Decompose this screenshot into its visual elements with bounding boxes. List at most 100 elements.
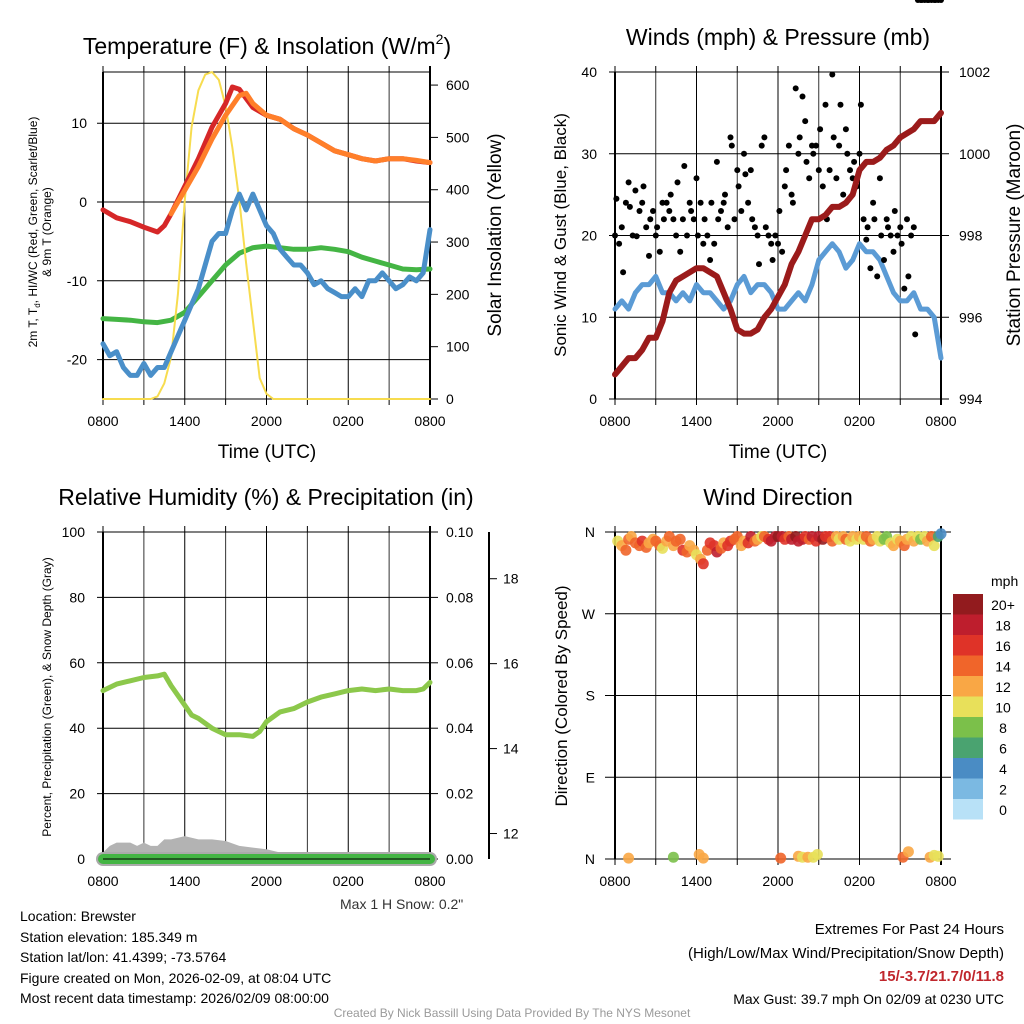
gust-point	[795, 150, 802, 157]
legend-label: 20+	[991, 597, 1015, 613]
dir-y-tick-label: N	[585, 524, 595, 540]
dir-x-tick-label: 0800	[925, 873, 956, 889]
gust-point	[815, 167, 822, 174]
gust-point	[851, 158, 858, 165]
legend-swatch	[953, 594, 983, 615]
gust-point	[728, 142, 735, 149]
gust-point	[769, 257, 776, 263]
gust-point	[887, 232, 894, 239]
gust-point	[779, 248, 786, 255]
wind-direction-point	[697, 852, 709, 864]
wind-y-tick-label: 10	[581, 309, 597, 325]
dir-x-tick-label: 0200	[844, 873, 875, 889]
wind-x-tick-label: 0200	[844, 413, 875, 429]
extremes-title: Extremes For Past 24 Hours	[814, 921, 1004, 938]
wind-direction-point	[928, 540, 940, 552]
gust-point	[612, 232, 618, 239]
legend-label: 6	[999, 741, 1007, 757]
gust-point	[813, 142, 819, 149]
temp-y-tick-label: 0	[79, 194, 87, 210]
gust-point	[707, 257, 714, 263]
snow-depth-axis-label: 12	[503, 826, 519, 842]
rh-y2-tick-label: 0.04	[446, 720, 473, 736]
rh-y-tick-label: 60	[69, 655, 85, 671]
gust-point	[871, 216, 878, 223]
gust-point	[883, 216, 890, 223]
temp-chart-title: Temperature (F) & Insolation (W/m2)	[83, 31, 451, 59]
gust-point	[731, 216, 738, 223]
gust-point	[745, 199, 752, 206]
gust-point	[654, 224, 661, 231]
gust-point	[836, 142, 843, 149]
wind-direction-point	[697, 558, 709, 570]
wind-x-tick-label: 1400	[681, 413, 712, 429]
gust-point	[659, 199, 666, 206]
wind-direction-point	[932, 850, 944, 862]
gust-point	[700, 240, 707, 247]
gust-point	[789, 199, 796, 206]
gust-point	[775, 240, 781, 247]
gust-point	[878, 232, 885, 239]
temp-x-tick-label: 1400	[169, 413, 200, 429]
gust-point	[666, 208, 673, 214]
gust-point	[867, 265, 874, 272]
credit-text: Created By Nick Bassill Using Data Provi…	[333, 1006, 691, 1020]
gust-point	[650, 208, 656, 214]
temp-9m-line	[168, 90, 433, 217]
wind-xlabel: Time (UTC)	[729, 442, 828, 463]
gust-point	[667, 191, 674, 198]
gust-point	[901, 285, 908, 292]
dir-y-tick-label: N	[585, 851, 595, 867]
gust-point	[765, 232, 772, 239]
legend-title: mph	[991, 573, 1018, 589]
snow-depth-axis-label: 14	[503, 741, 519, 757]
temp-y-tick-label: -20	[67, 352, 87, 368]
rh-y2-tick-label: 0.02	[446, 786, 473, 802]
gust-point	[652, 232, 659, 239]
latlon-text: Station lat/lon: 41.4399; -73.5764	[20, 949, 227, 965]
gust-point	[681, 163, 688, 169]
gust-point	[663, 199, 670, 206]
wind-y-tick-label: 0	[589, 391, 597, 407]
legend-label: 2	[999, 782, 1007, 798]
recent-text: Most recent data timestamp: 2026/02/09 0…	[20, 990, 329, 1006]
gust-point	[660, 216, 667, 223]
gust-point	[747, 167, 754, 174]
gust-point	[633, 233, 640, 240]
gust-point	[847, 167, 853, 174]
max-gust-text: Max Gust: 39.7 mph On 02/09 at 0230 UTC	[733, 990, 1004, 1007]
gust-point	[727, 134, 734, 141]
wind-x-tick-label: 0800	[925, 413, 956, 429]
gust-point	[625, 179, 632, 186]
gust-point	[688, 208, 695, 214]
extremes-values: 15/-3.7/21.7/0/11.8	[878, 968, 1004, 985]
location-text: Location: Brewster	[20, 908, 136, 924]
rh-y2-tick-label: 0.00	[446, 851, 473, 867]
gust-point	[863, 236, 870, 243]
svg-text:2m T, Td, HI/WC (Red, Green, S: 2m T, Td, HI/WC (Red, Green, Scarlet/Blu…	[26, 117, 42, 348]
rh-y2-tick-label: 0.06	[446, 655, 473, 671]
temp-y2-tick-label: 0	[446, 391, 454, 407]
dir-ylabel: Direction (Colored By Speed)	[552, 585, 571, 806]
rh-x-tick-label: 0800	[414, 873, 445, 889]
wind-y2-tick-label: 996	[959, 309, 983, 325]
gust-point	[788, 191, 795, 198]
gust-point	[756, 261, 762, 268]
gust-point	[891, 208, 898, 214]
gust-point	[622, 199, 629, 206]
gust-point	[647, 216, 654, 223]
wind-direction-point	[623, 852, 635, 864]
wind-y-tick-label: 30	[581, 146, 597, 162]
rh-y-tick-label: 40	[69, 720, 85, 736]
gust-point	[616, 240, 623, 247]
temp-y2-tick-label: 200	[446, 286, 470, 302]
temp-xlabel: Time (UTC)	[218, 442, 317, 463]
gust-point	[613, 195, 620, 202]
dewpoint-line	[100, 191, 433, 378]
gust-point	[860, 216, 867, 223]
temp-y2-tick-label: 600	[446, 77, 470, 93]
wind-x-tick-label: 2000	[762, 413, 793, 429]
gust-point	[749, 216, 756, 223]
heat-index-wind-chill-line	[100, 243, 433, 326]
